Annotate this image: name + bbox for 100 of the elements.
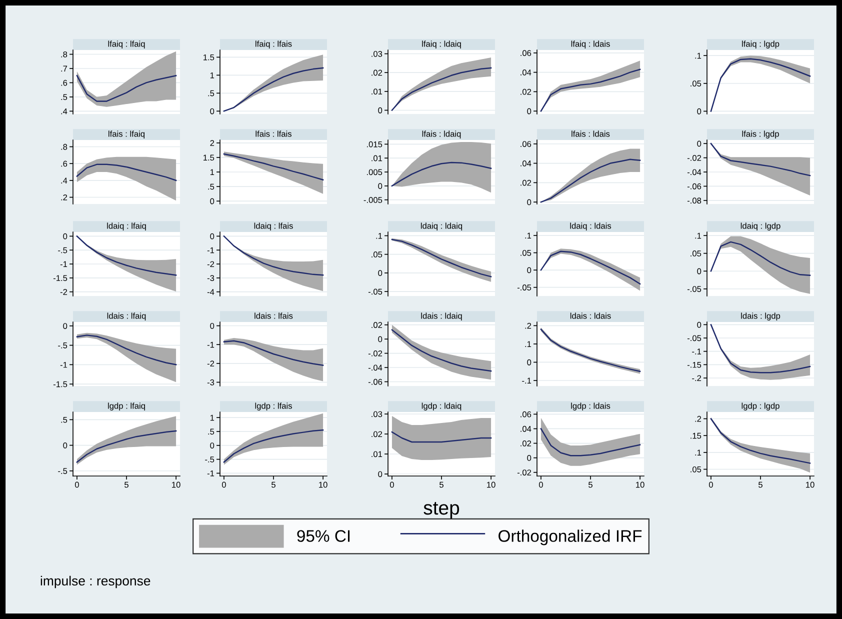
x-tick-label: 10 [806, 482, 814, 488]
line-series [710, 142, 811, 176]
y-tick-label: .05 [690, 466, 702, 472]
y-tick-label: -.005 [364, 197, 382, 203]
y-tick-label: .15 [690, 432, 702, 439]
y-tick-label: 0 [210, 442, 214, 448]
y-tick-label: 1 [210, 72, 214, 78]
line-series [710, 241, 811, 276]
x-tick-label: 10 [319, 482, 328, 488]
chart-title: lgdp : lgdp [742, 402, 780, 410]
y-tick-label: -4 [207, 289, 214, 295]
y-tick-label: .04 [520, 160, 532, 166]
y-tick-label: -.02 [687, 154, 702, 161]
y-tick-label: .06 [520, 411, 532, 418]
y-tick-label: .8 [61, 144, 68, 150]
y-tick-label: .05 [690, 250, 702, 256]
chart-title: lfais : lgdp [742, 130, 779, 138]
chart-title: ldaiq : lfais [254, 222, 293, 230]
line-series [223, 340, 324, 366]
line-series [391, 431, 492, 443]
y-tick-label: -.06 [368, 378, 382, 385]
y-tick-label: -.05 [368, 288, 382, 295]
y-tick-label: .03 [372, 411, 382, 418]
y-tick-label: .02 [372, 70, 382, 76]
y-tick-label: .005 [366, 169, 382, 176]
y-tick-label: .4 [61, 108, 68, 114]
y-tick-label: 0 [378, 471, 382, 478]
line-series [76, 74, 177, 102]
y-tick-label: .2 [525, 322, 532, 329]
y-tick-label: 0 [210, 233, 214, 240]
y-tick-label: 0 [63, 323, 68, 329]
line-series [76, 334, 177, 366]
x-tick-label: 5 [758, 482, 762, 488]
y-tick-label: .6 [61, 80, 68, 86]
y-tick-label: 1.5 [203, 54, 214, 60]
x-tick-label: 10 [172, 482, 180, 488]
y-tick-label: 0 [63, 233, 68, 240]
y-tick-label: -3 [207, 275, 214, 282]
y-tick-label: -.05 [687, 335, 702, 342]
y-tick-label: -1 [207, 470, 214, 476]
y-tick-label: 0 [697, 322, 702, 328]
line-series [540, 428, 641, 456]
chart-title: lgdp : lfaiq [108, 402, 145, 410]
x-tick-label: 5 [440, 482, 444, 488]
line-series [223, 153, 324, 180]
y-tick-label: 0 [378, 107, 382, 114]
y-tick-label: .1 [695, 52, 702, 59]
line-series [223, 67, 324, 112]
y-tick-label: 0 [527, 267, 532, 274]
chart-title: ldais : ldais [570, 312, 611, 319]
y-tick-label: .5 [208, 90, 214, 96]
y-tick-label: .04 [520, 426, 532, 432]
y-tick-label: -2 [207, 261, 214, 268]
chart-title: lfais : ldais [572, 130, 610, 137]
text: Orthogonalized IRF [498, 530, 642, 546]
x-tick-label: 5 [588, 482, 592, 488]
y-tick-label: .05 [690, 80, 702, 86]
x-tick-label: 0 [708, 482, 713, 488]
y-tick-label: .8 [61, 51, 68, 58]
y-tick-label: -.05 [687, 286, 702, 292]
chart-title: ldais : lfais [254, 312, 293, 319]
y-tick-label: .01 [372, 155, 382, 162]
x-tick-label: 0 [538, 482, 543, 488]
y-tick-label: -1 [60, 362, 68, 368]
line-series [76, 430, 177, 463]
chart-title: lfaiq : ldaiq [422, 40, 461, 48]
chart-title: lfaiq : lfaiq [108, 40, 145, 48]
chart-title: ldaiq : ldais [570, 222, 612, 230]
y-tick-label: -.04 [368, 364, 382, 371]
y-tick-label: -2 [207, 360, 214, 366]
y-tick-label: 0 [378, 336, 382, 342]
y-tick-label: -.5 [58, 342, 68, 348]
y-tick-label: .05 [520, 250, 532, 256]
chart-title: ldaiq : lgdp [740, 222, 780, 230]
y-tick-label: -.5 [58, 468, 68, 474]
chart-title: ldais : lgdp [741, 312, 780, 320]
y-tick-label: 0 [697, 268, 702, 274]
y-tick-label: .03 [372, 50, 382, 57]
x-tick-label: 0 [222, 482, 226, 488]
y-tick-label: .7 [61, 66, 68, 72]
line-series [223, 429, 324, 463]
y-tick-label: 0 [210, 198, 214, 204]
line-series [76, 236, 177, 276]
x-tick-label: 5 [272, 482, 276, 488]
y-tick-label: 0 [527, 108, 532, 114]
y-tick-label: .02 [520, 440, 532, 446]
y-tick-label: -.06 [687, 183, 702, 190]
y-tick-label: .02 [372, 431, 382, 438]
y-tick-label: -.2 [692, 375, 702, 382]
y-tick-label: .1 [376, 233, 382, 239]
y-tick-label: -3 [207, 379, 214, 386]
x-tick-label: 0 [74, 482, 79, 488]
x-tick-label: 0 [390, 482, 394, 488]
y-tick-label: .06 [520, 50, 532, 56]
y-tick-label: .04 [520, 70, 532, 76]
y-tick-label: -.1 [692, 348, 702, 354]
line-series [223, 236, 324, 276]
y-tick-label: 0 [378, 270, 382, 276]
y-tick-label: .5 [208, 184, 214, 190]
y-tick-label: .5 [61, 416, 68, 423]
